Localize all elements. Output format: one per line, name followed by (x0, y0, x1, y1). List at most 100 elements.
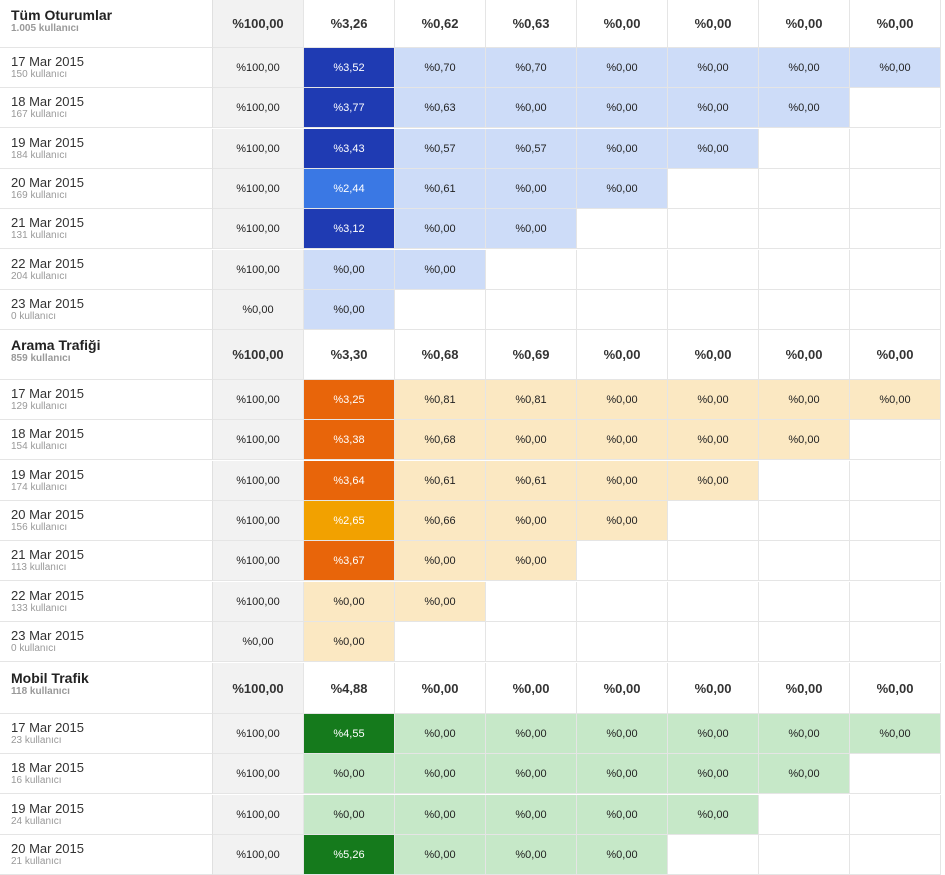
retention-cell: %100,00 (213, 209, 304, 249)
cohort-user-count: 0 kullanıcı (11, 311, 57, 322)
retention-cell: %0,00 (577, 129, 668, 169)
retention-cell: %3,77 (304, 88, 395, 128)
table-row: 22 Mar 2015 204 kullanıcı %100,00 %0,00 %0,0… (0, 250, 941, 290)
cohort-label: 21 Mar 2015 131 kullanıcı (0, 209, 213, 249)
retention-cell: %0,81 (395, 380, 486, 420)
cohort-label: 20 Mar 2015 21 kullanıcı (0, 835, 213, 875)
retention-cell: %3,12 (304, 209, 395, 249)
summary-cell: %0,00 (850, 663, 941, 714)
cohort-date: 23 Mar 2015 (11, 296, 84, 311)
cohort-user-count: 174 kullanıcı (11, 482, 68, 493)
cohort-label: 23 Mar 2015 0 kullanıcı (0, 290, 213, 330)
retention-cell: %100,00 (213, 714, 304, 754)
table-row: 23 Mar 2015 0 kullanıcı %0,00 %0,00 (0, 622, 941, 662)
retention-cell: %0,00 (577, 420, 668, 460)
retention-cell: %0,00 (486, 754, 577, 794)
cohort-label: 22 Mar 2015 204 kullanıcı (0, 250, 213, 290)
retention-cell: %0,00 (213, 622, 304, 662)
retention-cell (577, 209, 668, 249)
retention-cell: %0,00 (395, 541, 486, 581)
retention-cell: %0,00 (486, 420, 577, 460)
retention-cell: %0,00 (304, 622, 395, 662)
table-row: 23 Mar 2015 0 kullanıcı %0,00 %0,00 (0, 290, 941, 330)
cohort-user-count: 169 kullanıcı (11, 190, 68, 201)
retention-cell (668, 250, 759, 290)
cohort-date: 17 Mar 2015 (11, 386, 84, 401)
retention-cell: %0,00 (486, 714, 577, 754)
segment-label: Arama Trafiği 859 kullanıcı (0, 330, 213, 380)
summary-cell: %4,88 (304, 663, 395, 714)
retention-cell: %100,00 (213, 380, 304, 420)
retention-cell: %0,61 (395, 169, 486, 209)
retention-cell: %100,00 (213, 754, 304, 794)
retention-cell: %100,00 (213, 88, 304, 128)
cohort-date: 18 Mar 2015 (11, 426, 84, 441)
cohort-date: 18 Mar 2015 (11, 760, 84, 775)
cohort-date: 23 Mar 2015 (11, 628, 84, 643)
retention-cell: %0,00 (759, 88, 850, 128)
retention-cell (850, 582, 941, 622)
retention-cell (759, 290, 850, 330)
cohort-user-count: 204 kullanıcı (11, 271, 68, 282)
retention-cell (850, 209, 941, 249)
retention-cell: %0,00 (668, 380, 759, 420)
segment-user-count: 859 kullanıcı (11, 353, 71, 364)
retention-cell (668, 209, 759, 249)
retention-cell: %0,00 (759, 48, 850, 88)
retention-cell: %0,00 (395, 835, 486, 875)
retention-cell: %0,00 (577, 754, 668, 794)
retention-cell (486, 622, 577, 662)
summary-cell: %0,00 (486, 663, 577, 714)
retention-cell: %100,00 (213, 48, 304, 88)
retention-cell: %0,61 (486, 461, 577, 501)
table-row: 19 Mar 2015 184 kullanıcı %100,00 %3,43 %0,5… (0, 129, 941, 169)
retention-cell: %2,65 (304, 501, 395, 541)
retention-cell: %0,00 (395, 714, 486, 754)
retention-cell: %0,70 (395, 48, 486, 88)
retention-cell: %0,00 (577, 461, 668, 501)
retention-cell: %0,00 (304, 754, 395, 794)
retention-cell: %0,00 (486, 209, 577, 249)
retention-cell (759, 250, 850, 290)
cohort-date: 19 Mar 2015 (11, 467, 84, 482)
cohort-label: 18 Mar 2015 16 kullanıcı (0, 754, 213, 794)
cohort-user-count: 21 kullanıcı (11, 856, 62, 867)
retention-cell (668, 501, 759, 541)
cohort-label: 21 Mar 2015 113 kullanıcı (0, 541, 213, 581)
cohort-label: 23 Mar 2015 0 kullanıcı (0, 622, 213, 662)
cohort-label: 19 Mar 2015 184 kullanıcı (0, 129, 213, 169)
cohort-date: 20 Mar 2015 (11, 175, 84, 190)
cohort-label: 18 Mar 2015 154 kullanıcı (0, 420, 213, 460)
retention-cell: %0,00 (486, 169, 577, 209)
retention-cell (850, 835, 941, 875)
segment-label: Mobil Trafik 118 kullanıcı (0, 663, 213, 714)
retention-cell (759, 501, 850, 541)
cohort-date: 22 Mar 2015 (11, 256, 84, 271)
cohort-date: 18 Mar 2015 (11, 94, 84, 109)
retention-cell: %0,57 (486, 129, 577, 169)
cohort-user-count: 133 kullanıcı (11, 603, 68, 614)
summary-cell: %0,00 (759, 0, 850, 48)
retention-cell: %3,43 (304, 129, 395, 169)
retention-cell (577, 541, 668, 581)
retention-cell: %100,00 (213, 461, 304, 501)
retention-cell: %0,00 (486, 501, 577, 541)
cohort-user-count: 154 kullanıcı (11, 441, 68, 452)
table-row: 17 Mar 2015 129 kullanıcı %100,00 %3,25 %0,8… (0, 380, 941, 420)
segment-header: Arama Trafiği 859 kullanıcı %100,00 %3,30 %0… (0, 330, 941, 380)
retention-cell: %0,00 (395, 250, 486, 290)
retention-cell: %0,00 (395, 754, 486, 794)
retention-cell: %0,66 (395, 501, 486, 541)
cohort-label: 20 Mar 2015 156 kullanıcı (0, 501, 213, 541)
segment-name: Mobil Trafik (11, 670, 89, 686)
segment-header: Tüm Oturumlar 1.005 kullanıcı %100,00 %3,26… (0, 0, 941, 48)
retention-cell: %0,00 (577, 501, 668, 541)
summary-cell: %0,00 (759, 663, 850, 714)
retention-cell (759, 169, 850, 209)
retention-cell: %0,00 (304, 795, 395, 835)
retention-cell: %0,00 (486, 541, 577, 581)
cohort-user-count: 0 kullanıcı (11, 643, 57, 654)
cohort-date: 21 Mar 2015 (11, 547, 84, 562)
cohort-user-count: 23 kullanıcı (11, 735, 62, 746)
